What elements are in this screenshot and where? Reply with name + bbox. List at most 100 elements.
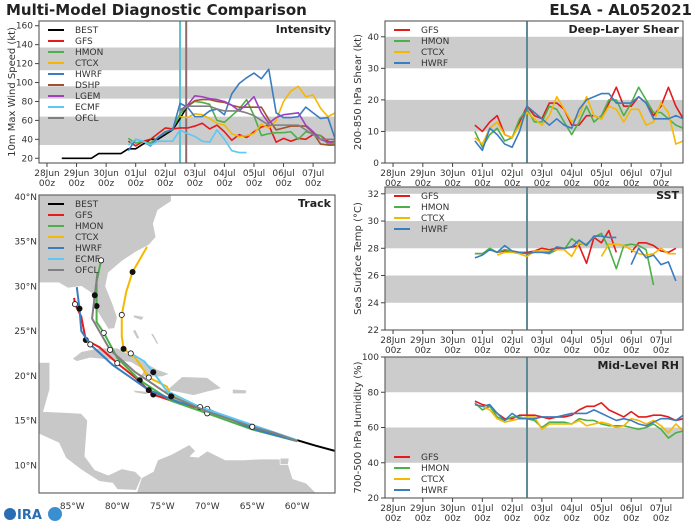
x-tick-hour: 00z: [534, 514, 550, 524]
x-tick-hour: 00z: [504, 346, 520, 356]
legend-label: CTCX: [421, 475, 445, 485]
y-tick-label: 25°N: [14, 327, 37, 337]
track-marker: [107, 346, 114, 353]
x-tick-label: 03Jul 00z: [531, 504, 553, 524]
legend-label: HWRF: [421, 59, 448, 69]
track-line-hmon: [95, 260, 298, 443]
x-tick-date: 01Jul: [471, 169, 493, 179]
figure-title: Multi-Model Diagnostic Comparison: [6, 1, 307, 19]
land: [71, 347, 171, 378]
x-tick-hour: 00z: [415, 514, 431, 524]
x-tick-label: 01Jul 00z: [471, 169, 493, 189]
x-tick-label: 04Jul 00z: [213, 169, 235, 189]
shaded-band: [385, 36, 683, 69]
x-tick-date: 29Jun: [64, 169, 90, 179]
x-tick-date: 28Jun: [34, 169, 60, 179]
panel-title: Mid-Level RH: [597, 359, 679, 372]
x-tick-label: 05Jul 00z: [590, 336, 612, 356]
x-tick-label: 85°W: [60, 502, 85, 512]
y-tick-label: 10°N: [14, 461, 37, 471]
series-line-ctcx: [496, 242, 587, 258]
y-axis-label: 700-500 hPa Humidity (%): [353, 361, 364, 493]
x-tick-hour: 00z: [98, 179, 114, 189]
x-tick-date: 07Jul: [650, 336, 672, 346]
x-tick-label: 80°W: [105, 502, 130, 512]
track-marker: [98, 257, 105, 264]
x-tick-date: 05Jul: [590, 336, 612, 346]
legend-label: HWRF: [75, 244, 102, 254]
x-tick-label: 06Jul 00z: [272, 169, 294, 189]
y-tick-label: 100: [362, 353, 379, 363]
track-marker: [145, 387, 152, 394]
x-tick-hour: 00z: [534, 179, 550, 189]
x-tick-date: 04Jul: [561, 504, 583, 514]
legend-label: GFS: [421, 26, 439, 36]
x-tick-date: 30Jun: [440, 336, 466, 346]
y-tick-label: 32: [368, 190, 379, 200]
x-tick-date: 06Jul: [620, 336, 642, 346]
y-tick-label: 30°N: [14, 282, 37, 292]
y-tick-label: 28: [368, 244, 380, 254]
plot-frame: [38, 20, 336, 164]
x-tick-hour: 00z: [444, 179, 460, 189]
x-tick-date: 28Jun: [380, 504, 406, 514]
track-marker: [150, 369, 157, 376]
legend-label: GFS: [421, 453, 439, 463]
y-tick-label: 120: [16, 60, 33, 70]
shaded-band: [385, 187, 683, 194]
track-marker: [114, 360, 121, 367]
x-tick-hour: 00z: [39, 179, 55, 189]
x-tick-date: 29Jun: [410, 336, 436, 346]
x-tick-date: 02Jul: [501, 504, 523, 514]
y-axis-label: Sea Surface Temp (°C): [353, 202, 364, 315]
x-tick-date: 06Jul: [272, 169, 294, 179]
y-tick-label: 24: [368, 299, 380, 309]
y-tick-label: 40°N: [14, 193, 37, 203]
y-tick-label: 20°N: [14, 372, 37, 382]
x-tick-label: 06Jul 00z: [620, 504, 642, 524]
x-tick-date: 06Jul: [620, 169, 642, 179]
x-tick-hour: 00z: [534, 346, 550, 356]
x-tick-hour: 00z: [474, 514, 490, 524]
legend-label: HWRF: [421, 486, 448, 496]
track-marker: [91, 292, 98, 299]
panel-title: Deep-Layer Shear: [568, 23, 679, 36]
x-tick-date: 03Jul: [184, 169, 206, 179]
x-tick-label: 07Jul 00z: [650, 504, 672, 524]
series-line-gfs: [630, 242, 677, 254]
x-tick-date: 30Jun: [440, 169, 466, 179]
x-tick-hour: 00z: [444, 514, 460, 524]
series-line-gfs: [127, 122, 335, 147]
legend-label: OFCL: [75, 266, 99, 276]
legend-label: CTCX: [421, 214, 445, 224]
track-marker: [71, 301, 78, 308]
track-marker: [118, 311, 125, 318]
y-tick-label: 140: [16, 41, 33, 51]
x-tick-label: 07Jul 00z: [650, 169, 672, 189]
legend-label: HMON: [421, 203, 449, 213]
legend-label: CTCX: [421, 48, 445, 58]
y-tick-label: 60: [22, 116, 34, 126]
x-tick-hour: 00z: [157, 179, 173, 189]
cira-logo-text: IRA: [17, 508, 42, 523]
x-tick-date: 02Jul: [501, 169, 523, 179]
x-tick-label: 04Jul 00z: [561, 169, 583, 189]
track-line-ofcl: [91, 272, 298, 443]
land: [131, 389, 152, 395]
x-tick-label: 30Jun 00z: [440, 504, 466, 524]
x-tick-label: 29Jun 00z: [410, 336, 436, 356]
x-tick-hour: 00z: [623, 514, 639, 524]
y-tick-label: 80: [22, 97, 34, 107]
x-tick-hour: 00z: [653, 514, 669, 524]
x-tick-date: 04Jul: [561, 169, 583, 179]
track-line-best: [296, 439, 335, 452]
x-tick-label: 03Jul 00z: [531, 169, 553, 189]
x-tick-label: 03Jul 00z: [531, 336, 553, 356]
x-tick-label: 30Jun 00z: [93, 169, 119, 189]
x-tick-date: 02Jul: [501, 336, 523, 346]
track-marker: [87, 341, 94, 348]
x-tick-label: 28Jun 00z: [380, 169, 406, 189]
land: [39, 361, 142, 491]
land: [133, 314, 145, 321]
x-tick-date: 07Jul: [650, 169, 672, 179]
